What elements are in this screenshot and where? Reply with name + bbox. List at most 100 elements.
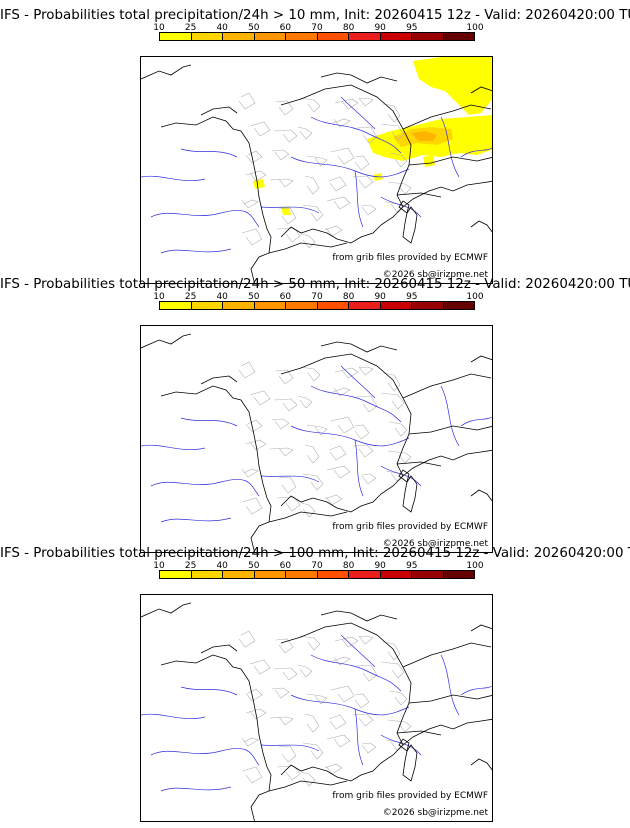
department-boundary bbox=[334, 367, 359, 379]
department-boundary bbox=[306, 693, 328, 705]
department-boundary bbox=[275, 638, 294, 654]
river bbox=[290, 425, 410, 447]
river bbox=[460, 416, 492, 427]
map-credit: from grib files provided by ECMWF bbox=[332, 522, 488, 532]
river bbox=[310, 654, 402, 692]
colorbar-swatch bbox=[223, 302, 255, 309]
department-boundary bbox=[297, 664, 313, 678]
colorbar-swatch bbox=[160, 33, 192, 40]
department-boundary bbox=[356, 126, 378, 144]
coastline bbox=[402, 206, 418, 244]
coastline bbox=[280, 718, 492, 782]
coastline bbox=[470, 86, 492, 94]
colorbar-swatch bbox=[223, 33, 255, 40]
department-boundary bbox=[278, 745, 297, 763]
precip-map: from grib files provided by ECMWF ©2026 … bbox=[140, 56, 493, 284]
department-boundary bbox=[276, 227, 301, 243]
map-canvas bbox=[141, 602, 492, 821]
department-boundary bbox=[241, 497, 263, 515]
colorbar-tick-label: 50 bbox=[248, 561, 260, 571]
country-border bbox=[280, 353, 412, 477]
department-boundary bbox=[306, 155, 328, 167]
river bbox=[380, 465, 422, 487]
department-boundary bbox=[273, 667, 298, 681]
colorbar-tick-label: 10 bbox=[153, 561, 165, 571]
department-boundary bbox=[300, 771, 316, 787]
country-border bbox=[402, 642, 492, 668]
colorbar-tick-label: 90 bbox=[374, 292, 386, 302]
coastline bbox=[141, 602, 192, 618]
river bbox=[150, 479, 260, 497]
country-border bbox=[268, 511, 348, 523]
colorbar-tick-label: 60 bbox=[279, 292, 292, 302]
department-boundary bbox=[269, 178, 294, 188]
department-boundary bbox=[382, 103, 401, 123]
department-boundary bbox=[354, 693, 370, 709]
department-boundary bbox=[324, 225, 343, 237]
department-boundary bbox=[328, 714, 347, 730]
colorbar-tick-label: 25 bbox=[184, 23, 197, 33]
department-boundary bbox=[326, 465, 351, 479]
department-boundary bbox=[278, 476, 297, 494]
department-boundary bbox=[356, 664, 378, 682]
country-border bbox=[402, 373, 492, 399]
department-boundary bbox=[361, 742, 377, 754]
coastline bbox=[200, 644, 238, 654]
colorbar-swatch bbox=[412, 33, 444, 40]
map-canvas bbox=[141, 57, 492, 283]
country-border bbox=[268, 242, 348, 254]
country-border bbox=[408, 694, 492, 704]
colorbar-swatch bbox=[349, 33, 381, 40]
department-boundary bbox=[332, 656, 351, 666]
department-boundary bbox=[326, 734, 351, 748]
river bbox=[310, 116, 402, 154]
coastline bbox=[470, 758, 492, 771]
department-boundary bbox=[271, 149, 290, 161]
coastline bbox=[470, 355, 492, 363]
department-boundary bbox=[271, 418, 290, 430]
panel-title: IFS - Probabilities total precipitation/… bbox=[0, 546, 630, 561]
colorbar-tick-label: 90 bbox=[374, 561, 386, 571]
colorbar-tick-label: 70 bbox=[311, 292, 323, 302]
river bbox=[340, 96, 376, 130]
department-boundary bbox=[324, 763, 343, 775]
coastline bbox=[402, 475, 418, 513]
department-boundary bbox=[273, 129, 298, 143]
colorbar-swatch bbox=[380, 33, 412, 40]
colorbar-tick-label: 80 bbox=[342, 23, 355, 33]
department-boundary bbox=[328, 445, 347, 461]
map-copyright: ©2026 sb@irizpme.net bbox=[382, 270, 488, 280]
coastline bbox=[320, 610, 398, 622]
colorbar bbox=[159, 570, 475, 579]
department-boundary bbox=[245, 419, 263, 433]
coastline bbox=[470, 624, 492, 632]
colorbar-tick-label: 80 bbox=[342, 561, 355, 571]
department-boundary bbox=[299, 635, 321, 651]
department-boundary bbox=[361, 473, 377, 485]
river bbox=[380, 196, 422, 218]
river bbox=[440, 385, 460, 447]
department-boundary bbox=[389, 690, 408, 706]
department-boundary bbox=[330, 416, 355, 434]
department-boundary bbox=[328, 176, 347, 192]
river bbox=[260, 744, 320, 752]
river bbox=[290, 694, 410, 716]
colorbar-tick-label: 100 bbox=[466, 23, 484, 33]
panel-10mm: IFS - Probabilities total precipitation/… bbox=[0, 8, 630, 284]
river bbox=[150, 210, 260, 228]
department-boundary bbox=[302, 473, 324, 491]
river bbox=[160, 786, 232, 792]
river bbox=[141, 444, 206, 451]
precip-probability-area bbox=[281, 207, 291, 215]
country-border bbox=[408, 425, 492, 435]
department-boundary bbox=[304, 713, 320, 733]
colorbar-tick-label: 10 bbox=[153, 23, 165, 33]
department-boundary bbox=[241, 199, 259, 209]
river bbox=[440, 116, 460, 178]
colorbar-swatch bbox=[254, 302, 286, 309]
department-boundary bbox=[304, 175, 320, 195]
department-boundary bbox=[326, 196, 351, 210]
river bbox=[354, 170, 364, 228]
colorbar-swatch bbox=[286, 302, 318, 309]
department-boundary bbox=[276, 496, 301, 512]
